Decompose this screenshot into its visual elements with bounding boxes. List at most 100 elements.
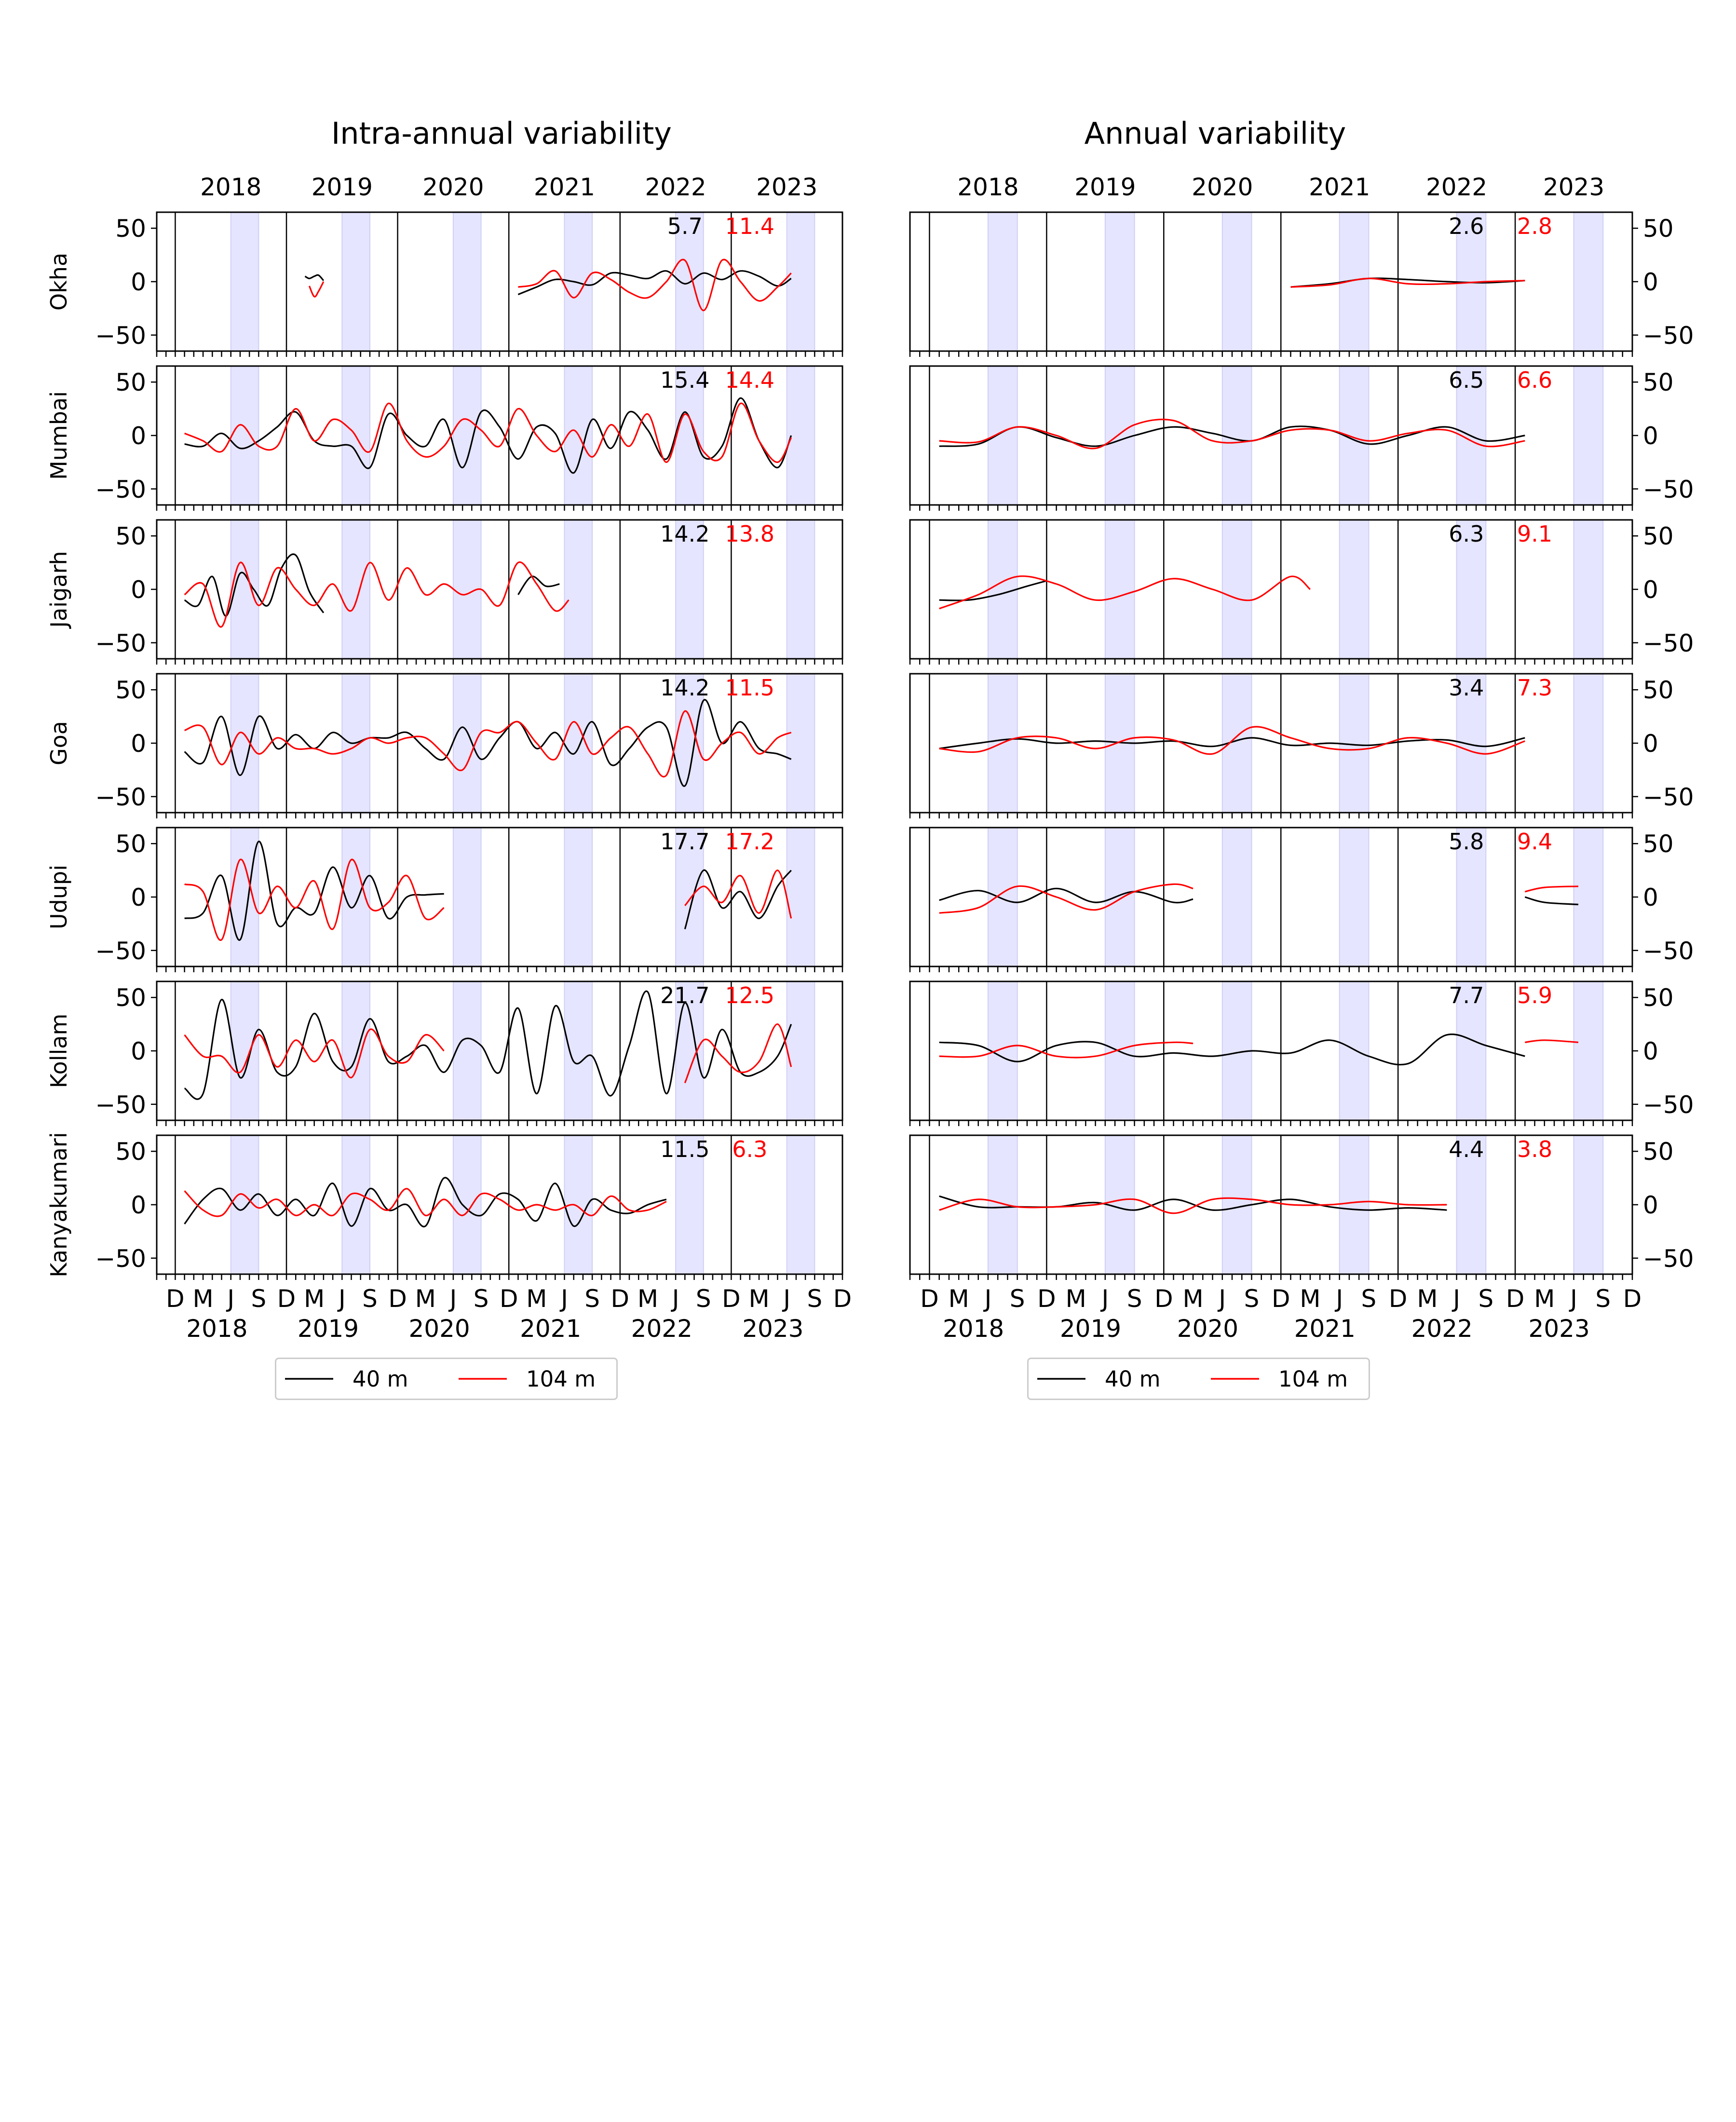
summer-band	[452, 1135, 482, 1274]
month-label: S	[807, 1285, 822, 1313]
station-panel-udupi: 50 0 −50 5.8 9.4	[909, 827, 1694, 972]
summer-band	[1104, 366, 1135, 505]
summer-band	[675, 828, 704, 966]
y-tick-label: 50	[115, 830, 146, 858]
summer-band	[786, 674, 815, 813]
top-year-label: 2020	[1192, 173, 1253, 201]
summer-band	[564, 520, 593, 659]
summer-band	[1456, 981, 1487, 1120]
month-label: S	[1010, 1285, 1025, 1313]
std-104m: 6.6	[1517, 367, 1552, 393]
month-label: M	[949, 1285, 969, 1313]
series-line-104m	[1525, 1039, 1579, 1043]
summer-band	[1221, 366, 1252, 505]
month-label: J	[782, 1285, 790, 1313]
summer-band	[1573, 520, 1604, 659]
y-tick-label: −50	[1643, 629, 1694, 657]
y-tick-label: 0	[131, 1191, 146, 1219]
std-40m: 7.7	[1449, 982, 1484, 1008]
series-line-40m	[517, 575, 560, 596]
y-tick-label: 0	[131, 1037, 146, 1065]
std-104m: 3.8	[1517, 1136, 1552, 1162]
station-panel-udupi: 50 0 −50 Udupi 17.7 17.2	[46, 827, 843, 972]
series-line-104m	[939, 1041, 1194, 1059]
month-label: M	[304, 1285, 325, 1313]
station-label: Okha	[46, 253, 72, 311]
month-label: M	[1300, 1285, 1320, 1313]
std-104m: 12.5	[725, 982, 774, 1008]
station-panel-kanyakumari: 500−504.4 3.8D M J S D M J S D M J S D M J S D M J S D M J S D201…	[909, 1134, 1694, 1343]
summer-band	[1339, 520, 1370, 659]
summer-band	[987, 520, 1018, 659]
y-tick-label: −50	[95, 322, 146, 350]
summer-band	[452, 674, 482, 813]
month-label: J	[1217, 1285, 1226, 1313]
legend-104m-label: 104 m	[1278, 1366, 1348, 1392]
std-104m: 17.2	[725, 829, 774, 855]
station-label: Kollam	[46, 1014, 72, 1088]
std-40m: 4.4	[1449, 1136, 1484, 1162]
month-label: D	[1272, 1285, 1290, 1313]
y-tick-label: 50	[115, 368, 146, 396]
month-label: D	[388, 1285, 407, 1313]
series-line-40m	[517, 270, 792, 296]
bottom-year-label: 2020	[1177, 1315, 1238, 1343]
summer-band	[1104, 520, 1135, 659]
month-label: J	[448, 1285, 457, 1313]
std-40m: 14.2	[660, 521, 709, 547]
summer-band	[1339, 981, 1370, 1120]
station-panel-kollam: 50 0 −50 Kollam 21.7 12.5	[46, 980, 843, 1126]
y-tick-label: −50	[1643, 783, 1694, 811]
summer-band	[786, 981, 815, 1120]
top-year-label: 2018	[200, 173, 261, 201]
summer-band	[786, 1135, 815, 1274]
std-40m: 21.7	[660, 982, 709, 1008]
series-line-40m	[184, 553, 325, 617]
std-104m: 14.4	[725, 367, 774, 393]
month-label: M	[1066, 1285, 1086, 1313]
y-tick-label: 0	[1643, 884, 1658, 911]
summer-band	[987, 828, 1018, 966]
y-tick-label: 50	[115, 984, 146, 1012]
series-line-40m	[1290, 277, 1525, 288]
month-label: S	[251, 1285, 267, 1313]
summer-band	[987, 1135, 1018, 1274]
month-label: D	[722, 1285, 741, 1313]
series-line-40m	[304, 274, 325, 281]
summer-band	[1573, 981, 1604, 1120]
y-tick-label: 50	[1643, 830, 1674, 858]
month-label: D	[833, 1285, 852, 1313]
summer-band	[1573, 366, 1604, 505]
summer-band	[1221, 520, 1252, 659]
top-year-label: 2019	[1074, 173, 1136, 201]
month-label: D	[277, 1285, 296, 1313]
y-tick-label: −50	[1643, 1091, 1694, 1119]
bottom-year-label: 2021	[1294, 1315, 1356, 1343]
station-label: Goa	[46, 721, 72, 765]
y-tick-label: 0	[1643, 1037, 1658, 1065]
series-line-40m	[184, 397, 792, 474]
legend-40m-label: 40 m	[1105, 1366, 1160, 1392]
series-line-40m	[939, 580, 1047, 601]
bottom-year-label: 2021	[520, 1315, 581, 1343]
top-year-label: 2022	[645, 173, 706, 201]
std-40m: 5.7	[667, 213, 703, 239]
bottom-year-label: 2018	[943, 1315, 1004, 1343]
month-label: S	[696, 1285, 711, 1313]
summer-band	[987, 212, 1018, 351]
month-label: J	[983, 1285, 992, 1313]
month-label: D	[920, 1285, 939, 1313]
summer-band	[1573, 212, 1604, 351]
summer-band	[1573, 828, 1604, 966]
top-year-label: 2023	[1543, 173, 1604, 201]
month-label: S	[1244, 1285, 1260, 1313]
y-tick-label: 0	[1643, 268, 1658, 296]
top-year-label: 2018	[957, 173, 1018, 201]
std-104m: 7.3	[1517, 675, 1552, 701]
series-line-40m	[939, 1034, 1525, 1066]
series-line-40m	[184, 699, 792, 787]
top-year-label: 2021	[534, 173, 595, 201]
std-40m: 15.4	[660, 367, 709, 393]
summer-band	[1221, 1135, 1252, 1274]
top-year-label: 2022	[1426, 173, 1487, 201]
